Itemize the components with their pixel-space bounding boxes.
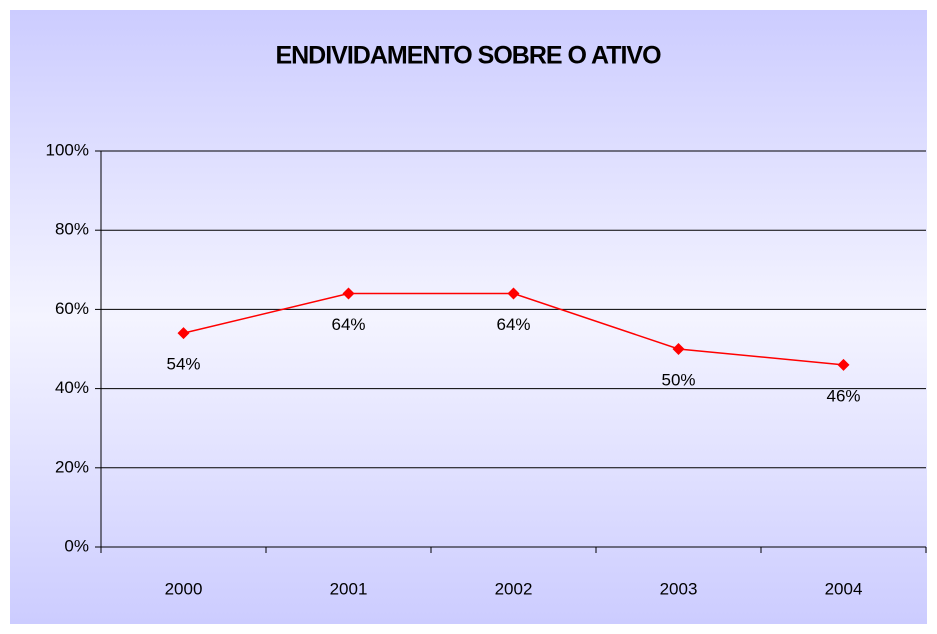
x-tick-label: 2001 — [330, 579, 368, 598]
x-tick-label: 2003 — [660, 579, 698, 598]
data-marker — [672, 343, 685, 355]
y-tick-label: 100% — [46, 140, 89, 159]
data-marker — [177, 327, 190, 340]
data-label: 50% — [661, 370, 695, 389]
y-tick-label: 20% — [55, 457, 89, 476]
data-marker — [342, 287, 355, 300]
y-tick-label: 60% — [55, 299, 89, 318]
data-label: 46% — [826, 386, 860, 405]
x-tick-label: 2000 — [165, 579, 203, 598]
data-label: 64% — [331, 315, 365, 334]
data-marker — [507, 287, 520, 300]
data-label: 54% — [166, 355, 200, 374]
data-label: 64% — [496, 315, 530, 334]
x-tick-label: 2004 — [825, 579, 863, 598]
y-tick-label: 0% — [64, 536, 89, 555]
chart-background — [10, 10, 927, 624]
x-tick-label: 2002 — [495, 579, 533, 598]
y-tick-label: 80% — [55, 220, 89, 239]
chart-title: ENDIVIDAMENTO SOBRE O ATIVO — [275, 42, 661, 70]
y-tick-label: 40% — [55, 378, 89, 397]
data-marker — [837, 358, 850, 371]
